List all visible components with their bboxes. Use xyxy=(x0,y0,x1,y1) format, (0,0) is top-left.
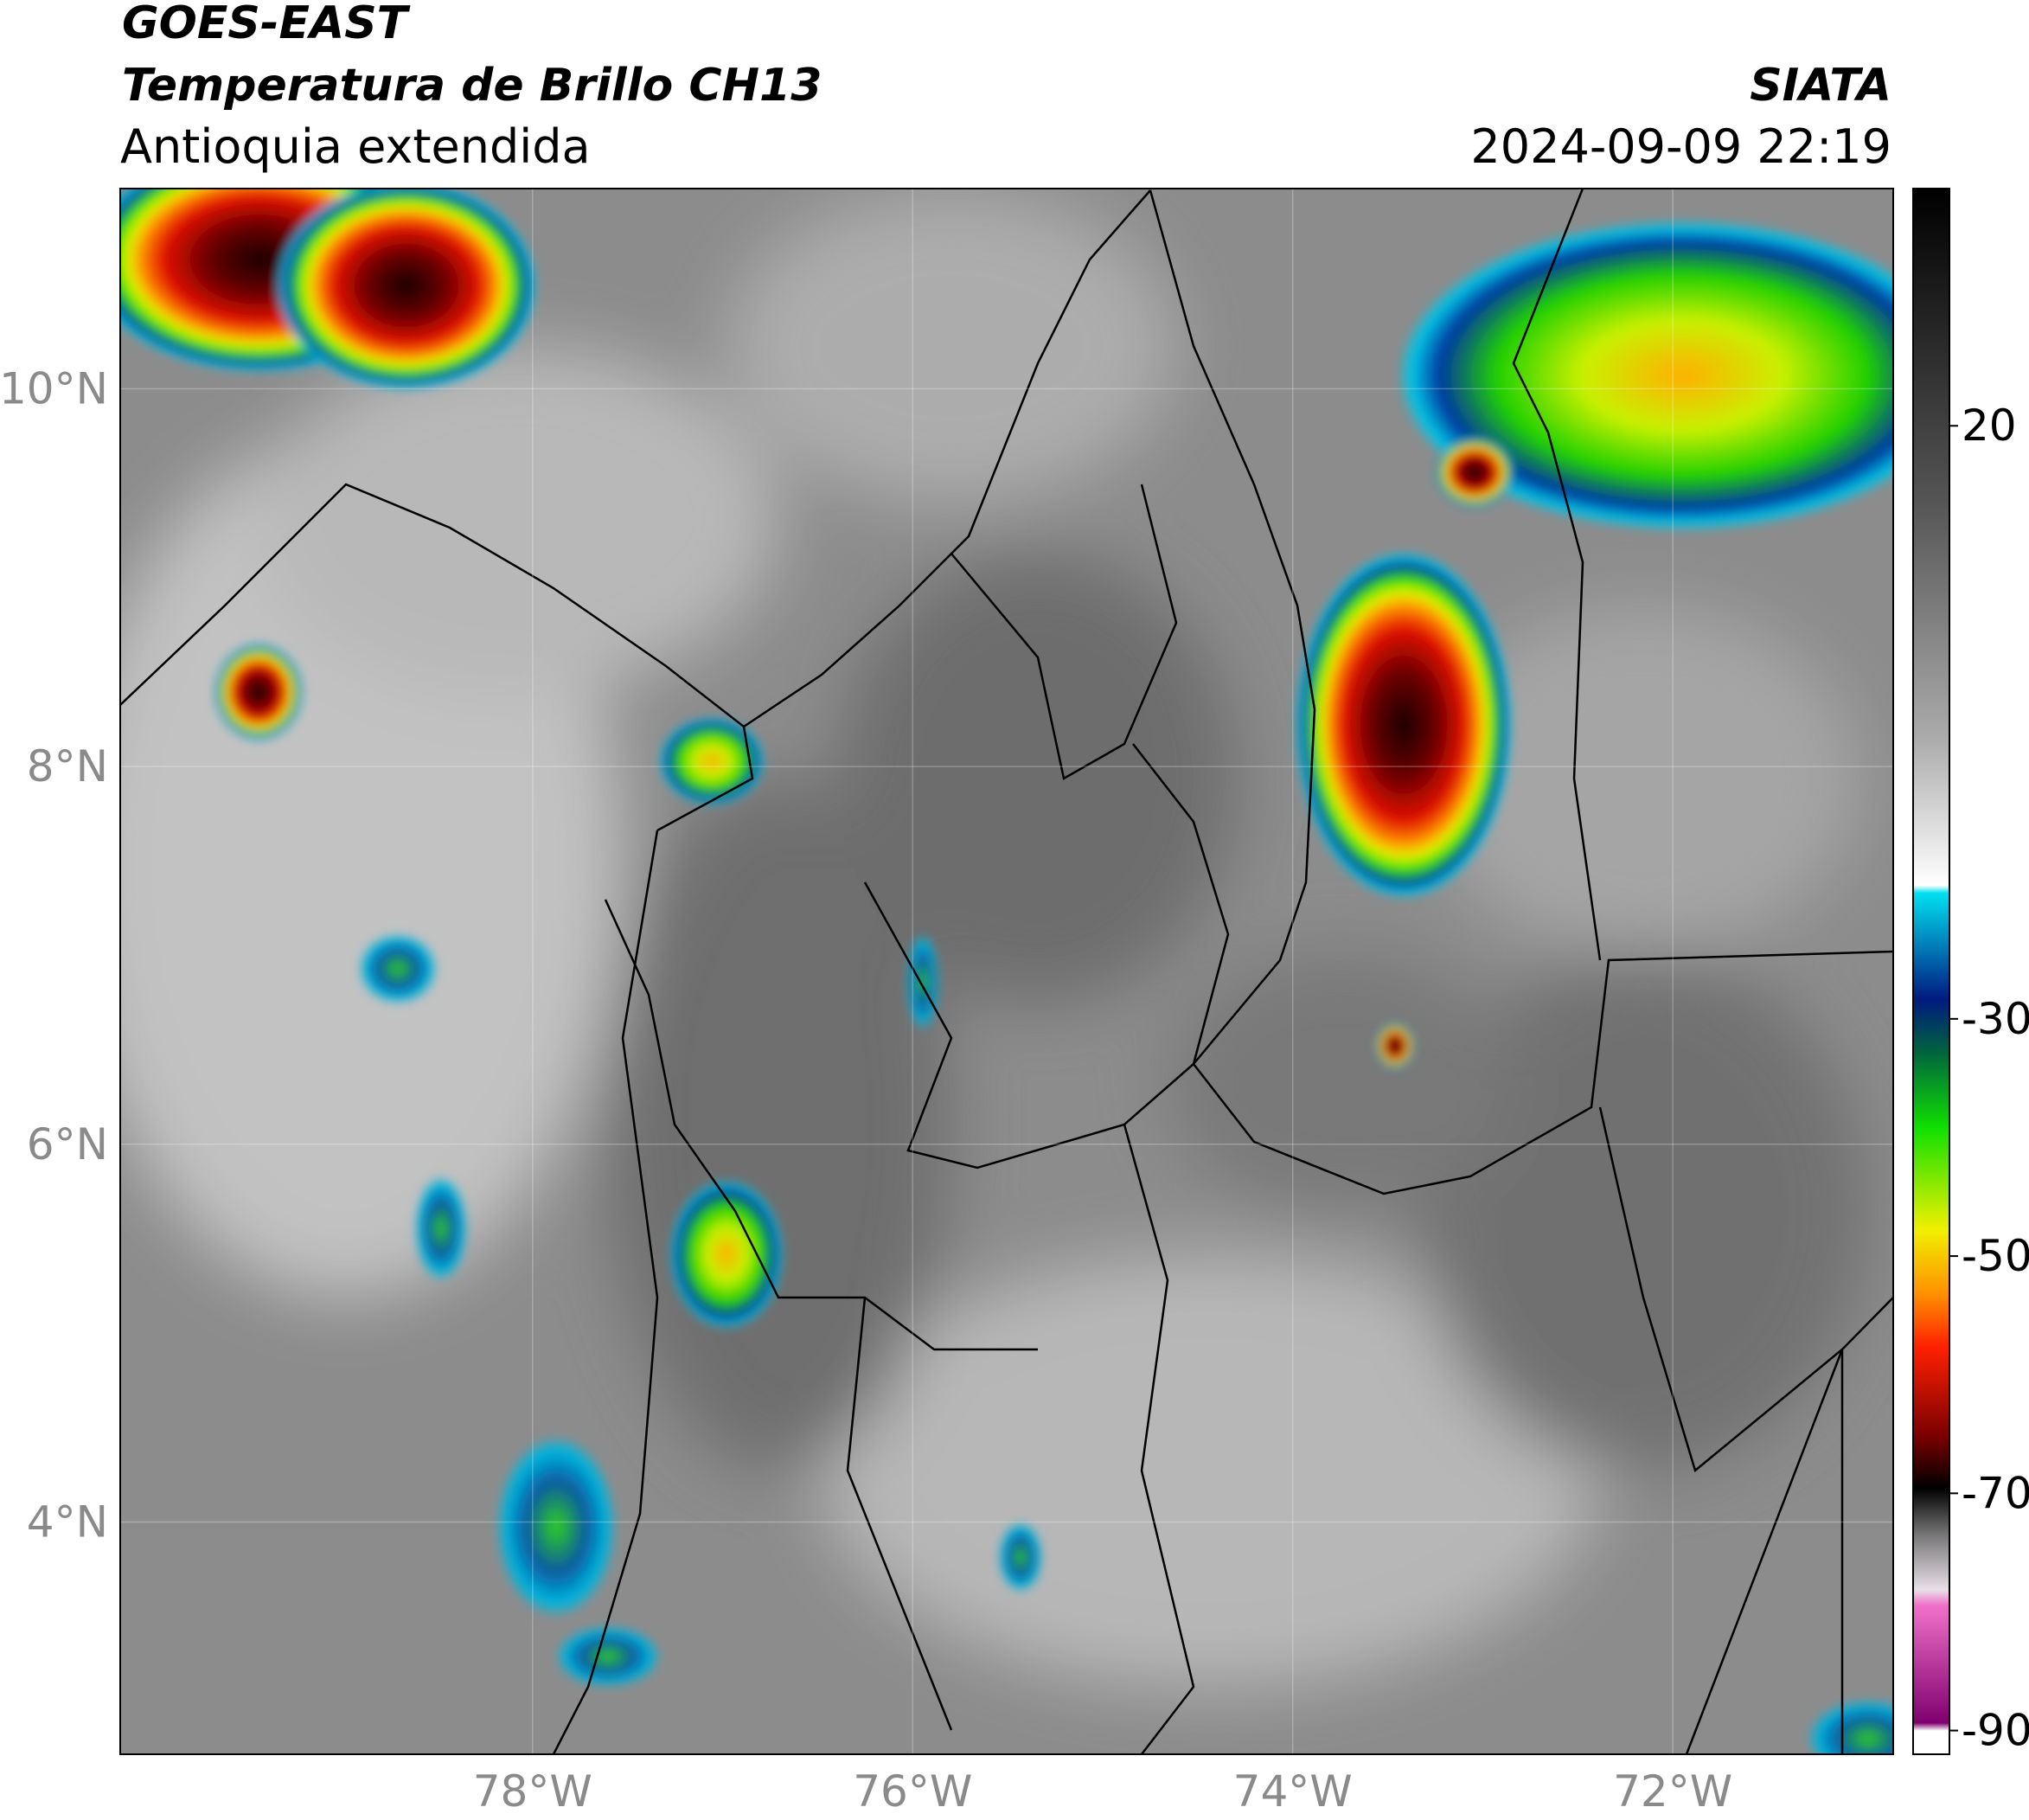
colorbar-tick-label: -70 xyxy=(1962,1468,2029,1518)
colorbar xyxy=(1912,188,1950,1755)
borders xyxy=(120,189,1893,1754)
map-imagery xyxy=(120,189,1893,1754)
lat-tick-label: 8°N xyxy=(27,741,108,791)
lat-tick-label: 10°N xyxy=(0,363,108,413)
colorbar-tick-label: -50 xyxy=(1962,1231,2029,1281)
lat-tick-label: 6°N xyxy=(27,1119,108,1170)
colorbar-tick-label: -90 xyxy=(1962,1706,2029,1756)
title: GOES-EAST xyxy=(122,0,411,49)
lon-tick-label: 72°W xyxy=(1613,1766,1732,1817)
lat-tick-label: 4°N xyxy=(27,1496,108,1547)
region: Antioquia extendida xyxy=(120,119,591,174)
datetime: 2024-09-09 22:19 xyxy=(1470,119,1891,174)
lon-tick-label: 76°W xyxy=(853,1766,972,1817)
lon-tick-label: 78°W xyxy=(473,1766,592,1817)
source: SIATA xyxy=(1750,60,1891,112)
lon-tick-label: 74°W xyxy=(1233,1766,1353,1817)
colorbar-tick-label: 20 xyxy=(1962,401,2017,451)
plot-frame xyxy=(119,188,1894,1755)
subtitle: Temperatura de Brillo CH13 xyxy=(122,60,822,112)
grid xyxy=(120,189,1893,1754)
colorbar-tick-label: -30 xyxy=(1962,994,2029,1044)
